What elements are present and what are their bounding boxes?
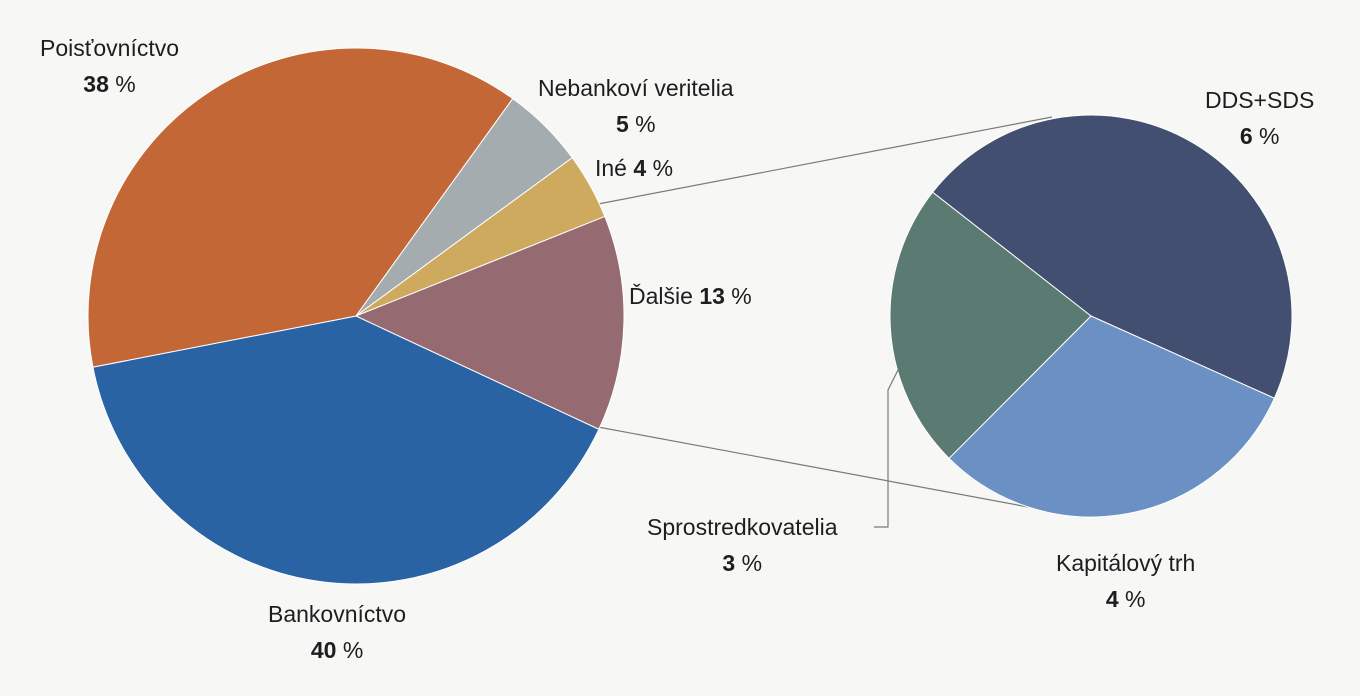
- label-sprostredkovatelia: Sprostredkovatelia 3 %: [647, 509, 838, 581]
- label-dalsie: Ďalšie 13 %: [629, 278, 752, 314]
- label-name: Bankovníctvo: [268, 601, 407, 627]
- breakdown-connectors: [597, 116, 1083, 518]
- label-value: 40: [310, 637, 337, 663]
- label-value: 3: [722, 550, 736, 576]
- label-value: 5: [615, 111, 629, 137]
- label-value: 13: [699, 283, 725, 309]
- label-unit: %: [342, 637, 364, 663]
- main-slice-bankovnictvo: [92, 315, 600, 585]
- label-name: Ďalšie: [629, 283, 693, 309]
- breakdown-pie: [889, 114, 1293, 518]
- label-unit: %: [1259, 123, 1280, 149]
- breakdown-slice-dds-sds: [931, 114, 1293, 399]
- label-value: 4: [1105, 586, 1119, 612]
- label-poistovnictvo: Poisťovníctvo 38 %: [40, 30, 179, 102]
- connector-line-bottom: [597, 426, 1083, 518]
- label-ine: Iné 4 %: [595, 150, 673, 186]
- label-name: Nebankoví veritelia: [538, 75, 734, 101]
- label-name: Sprostredkovatelia: [647, 514, 838, 540]
- label-value: 38: [83, 71, 109, 97]
- label-bankovnictvo: Bankovníctvo 40 %: [268, 596, 406, 668]
- main-pie: [87, 47, 625, 585]
- label-dds-sds: DDS+SDS 6 %: [1205, 82, 1314, 154]
- label-value: 6: [1239, 123, 1253, 149]
- connector-line-top: [597, 116, 1053, 205]
- label-unit: %: [731, 283, 752, 309]
- label-name: Kapitálový trh: [1056, 550, 1196, 576]
- label-unit: %: [635, 111, 656, 137]
- label-value: 4: [633, 155, 647, 181]
- label-unit: %: [652, 155, 674, 181]
- label-unit: %: [1125, 586, 1146, 612]
- label-name: DDS+SDS: [1205, 87, 1315, 113]
- label-unit: %: [115, 71, 136, 97]
- label-unit: %: [741, 550, 763, 576]
- label-name: Iné: [595, 155, 627, 181]
- breakdown-slice-kapitalovy-trh: [948, 315, 1276, 518]
- main-slice-poistovnictvo: [87, 47, 514, 368]
- label-name: Poisťovníctvo: [40, 35, 180, 61]
- label-kapitalovy-trh: Kapitálový trh 4 %: [1056, 545, 1195, 617]
- leader-line-sprostredkovatelia: [874, 369, 899, 528]
- breakdown-slice-sprostredkovatelia: [889, 191, 1092, 460]
- main-slice-dalsie: [354, 215, 625, 430]
- label-nebankovi-veritelia: Nebankoví veritelia 5 %: [538, 70, 734, 142]
